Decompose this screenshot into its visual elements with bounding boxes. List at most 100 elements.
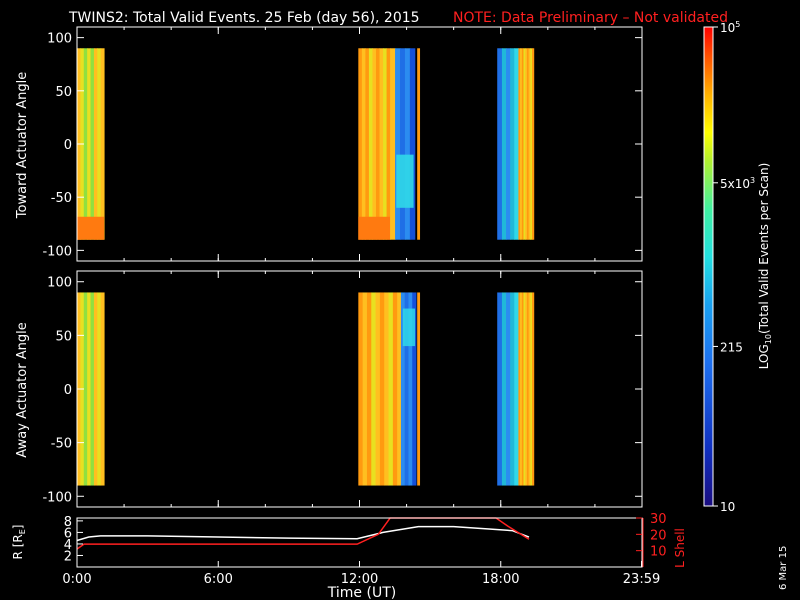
heat-cell [90, 292, 95, 486]
heat-cell [417, 48, 421, 240]
data-block [501, 48, 519, 240]
y2-tick-label: 20 [650, 528, 667, 543]
heat-cell [510, 292, 515, 486]
colorbar-tick-label: 10 [720, 500, 735, 514]
heat-cell [93, 48, 98, 240]
colorbar-label-main: LOG [757, 344, 771, 369]
side-date: 6 Mar 15 [778, 546, 789, 590]
heat-cell [386, 48, 391, 240]
heat-cell [408, 292, 413, 486]
heat-cell [371, 292, 377, 486]
data-block [501, 292, 519, 486]
bottom-panel-ylabel: R [RE] [11, 525, 27, 560]
heat-cell [358, 292, 364, 486]
data-block [390, 48, 416, 240]
heat-cell [514, 292, 519, 486]
y-tick-label: -50 [51, 437, 72, 452]
colorbar-label-sub: 10 [764, 334, 773, 344]
heat-cell [362, 292, 368, 486]
colorbar-tick-label: 215 [720, 340, 743, 354]
y-tick-label: -50 [51, 191, 72, 206]
data-block [417, 48, 421, 240]
x-tick-label: 0:00 [62, 572, 91, 587]
heat-cell [358, 216, 391, 240]
heat-cell [87, 48, 92, 240]
y-tick-label: 6 [64, 526, 72, 541]
data-block [518, 292, 535, 486]
heat-cell [404, 48, 411, 240]
heat-cell [100, 48, 105, 240]
colorbar-tick-label: 5x103 [720, 176, 755, 191]
data-block [417, 292, 421, 486]
heat-cell [521, 292, 525, 486]
heat-cell [366, 292, 372, 486]
heat-cell [97, 292, 102, 486]
colorbar [703, 26, 714, 507]
top-panel-ylabel: Toward Actuator Angle [15, 72, 30, 219]
colorbar-tick-label: 105 [720, 20, 740, 35]
y-tick-label: 100 [47, 276, 72, 291]
radius-line [76, 525, 530, 542]
y-tick-label: 0 [64, 138, 72, 153]
heat-cell [396, 154, 414, 208]
heat-cell [520, 292, 523, 486]
heat-cell [379, 48, 384, 240]
heat-cell [375, 48, 381, 240]
heat-cell [392, 292, 398, 486]
heat-cell [93, 292, 98, 486]
heat-cell [375, 292, 381, 486]
data-block [358, 292, 398, 486]
heat-cell [521, 48, 525, 240]
x-tick-label: 6:00 [204, 572, 233, 587]
preliminary-note: NOTE: Data Preliminary – Not validated [453, 10, 728, 26]
heat-cell [528, 292, 531, 486]
y-tick-label: 50 [55, 329, 72, 344]
y-tick-label: 0 [64, 383, 72, 398]
heat-cell [379, 292, 385, 486]
heat-cell [525, 292, 528, 486]
heat-cell [399, 48, 406, 240]
x-tick-label: 23:59 [623, 572, 660, 587]
heat-cell [532, 48, 535, 240]
data-block [397, 292, 417, 486]
middle-panel-ylabel: Away Actuator Angle [15, 322, 30, 457]
heat-cell [90, 48, 95, 240]
heat-cell [365, 48, 370, 240]
lshell-label: L Shell [673, 528, 687, 568]
heat-cell [87, 292, 92, 486]
heat-cell [83, 292, 88, 486]
data-block [497, 48, 503, 240]
heat-cell [361, 48, 366, 240]
heat-cell [506, 48, 511, 240]
heat-cell [372, 48, 377, 240]
y-tick-label: 2 [64, 549, 72, 564]
heat-cell [368, 48, 373, 240]
heat-cell [497, 292, 503, 486]
heat-cell [83, 48, 88, 240]
heat-cell [523, 292, 526, 486]
y2-tick-label: 30 [650, 512, 667, 527]
y-tick-label: -100 [42, 490, 72, 505]
heat-cell [501, 48, 507, 240]
heat-cell [388, 292, 394, 486]
heat-cell [412, 292, 417, 486]
bottom-ylabel-sub: E [18, 529, 27, 534]
heat-cell [530, 292, 533, 486]
heat-cell [518, 292, 521, 486]
y-tick-label: -100 [42, 244, 72, 259]
heat-cell [404, 292, 409, 486]
lshell-line [76, 517, 530, 550]
y-tick-label: 4 [64, 538, 72, 553]
colorbar-ticks: 105 5x103 215 10 [713, 20, 755, 514]
y-tick-label: 8 [64, 515, 72, 530]
heat-cell [97, 48, 102, 240]
y-tick-label: 50 [55, 85, 72, 100]
heat-cell [528, 48, 531, 240]
heat-cell [518, 48, 521, 240]
colorbar-label: LOG10(Total Valid Events per Scan) [757, 163, 773, 370]
middle-panel: 100 50 0 -50 -100 [42, 270, 643, 508]
chart-title: TWINS2: Total Valid Events. 25 Feb (day … [68, 10, 420, 26]
top-panel: 100 50 0 -50 -100 [42, 26, 643, 262]
